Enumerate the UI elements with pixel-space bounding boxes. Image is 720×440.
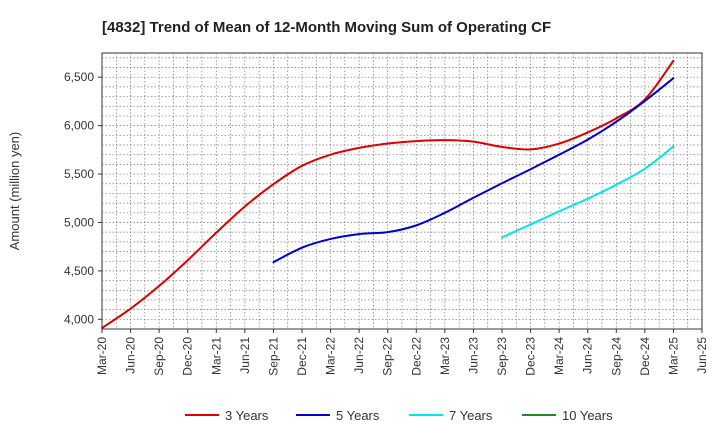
x-tick-label: Mar-21 bbox=[209, 337, 223, 375]
x-tick-label: Mar-23 bbox=[438, 337, 452, 375]
y-tick-label: 5,000 bbox=[64, 215, 94, 229]
legend: 3 Years 5 Years 7 Years 10 Years bbox=[185, 408, 613, 423]
y-axis-label: Amount (million yen) bbox=[7, 132, 22, 251]
x-axis: Mar-20 Jun-20 Sep-20 Dec-20 Mar-21 Jun-21 Sep-… bbox=[95, 329, 709, 376]
x-tick-label: Jun-22 bbox=[352, 337, 366, 374]
y-tick-label: 4,000 bbox=[64, 312, 94, 326]
x-tick-label: Jun-24 bbox=[581, 337, 595, 374]
legend-label-3-years: 3 Years bbox=[225, 408, 269, 423]
y-tick-label: 5,500 bbox=[64, 167, 94, 181]
y-axis: 4,000 4,500 5,000 5,500 6,000 6,500 bbox=[64, 70, 102, 326]
x-tick-label: Jun-20 bbox=[124, 337, 138, 374]
x-tick-label: Dec-23 bbox=[524, 337, 538, 376]
x-tick-label: Mar-24 bbox=[552, 337, 566, 375]
x-tick-label: Sep-21 bbox=[266, 337, 280, 376]
y-tick-label: 4,500 bbox=[64, 264, 94, 278]
x-tick-label: Jun-21 bbox=[238, 337, 252, 374]
x-tick-label: Dec-22 bbox=[409, 337, 423, 376]
x-tick-label: Mar-25 bbox=[666, 337, 680, 375]
x-tick-label: Jun-25 bbox=[695, 337, 709, 374]
chart-title: [4832] Trend of Mean of 12-Month Moving … bbox=[102, 19, 551, 36]
legend-label-7-years: 7 Years bbox=[449, 408, 493, 423]
gridlines bbox=[102, 53, 702, 329]
x-tick-label: Sep-23 bbox=[495, 337, 509, 376]
series-line-7-years bbox=[501, 145, 675, 239]
x-tick-label: Dec-20 bbox=[181, 337, 195, 376]
x-tick-label: Mar-20 bbox=[95, 337, 109, 375]
y-tick-label: 6,500 bbox=[64, 70, 94, 84]
x-tick-label: Jun-23 bbox=[466, 337, 480, 374]
legend-label-10-years: 10 Years bbox=[562, 408, 613, 423]
x-tick-label: Dec-21 bbox=[295, 337, 309, 376]
y-tick-label: 6,000 bbox=[64, 119, 94, 133]
x-tick-label: Sep-22 bbox=[381, 337, 395, 376]
series-lines bbox=[101, 59, 675, 330]
series-line-3-years bbox=[101, 59, 675, 330]
series-line-5-years bbox=[272, 77, 675, 264]
x-tick-label: Sep-24 bbox=[609, 337, 623, 376]
x-tick-label: Mar-22 bbox=[324, 337, 338, 375]
x-tick-label: Dec-24 bbox=[638, 337, 652, 376]
legend-label-5-years: 5 Years bbox=[336, 408, 380, 423]
x-tick-label: Sep-20 bbox=[152, 337, 166, 376]
